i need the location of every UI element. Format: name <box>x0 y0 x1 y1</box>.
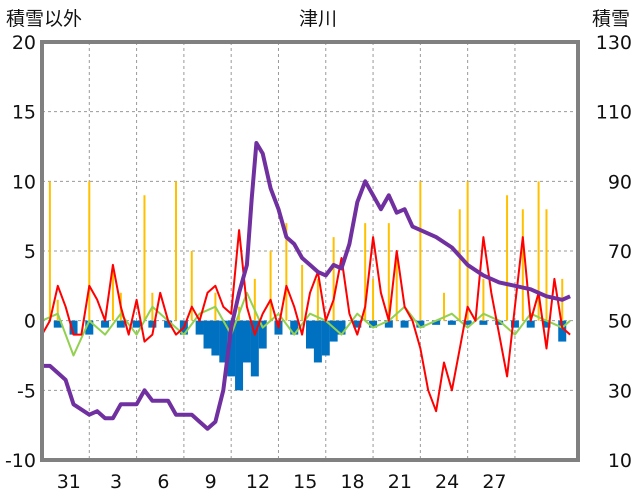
left-axis: 20 15 10 5 0 -5 -10 <box>5 32 36 472</box>
negative-bar <box>495 320 504 325</box>
negative-bar <box>219 320 228 363</box>
x-tick-label: 12 <box>246 471 270 493</box>
right-axis-label: 積雪 <box>592 8 630 30</box>
left-tick-label: -5 <box>17 380 36 402</box>
left-tick-label: 15 <box>12 102 36 124</box>
negative-bar <box>510 320 519 328</box>
right-tick-label: 90 <box>608 171 632 193</box>
left-tick-label: 5 <box>24 241 36 263</box>
right-tick-label: 130 <box>596 32 632 54</box>
negative-bar <box>542 320 551 328</box>
x-tick-label: 24 <box>435 471 459 493</box>
left-tick-label: 10 <box>12 171 36 193</box>
left-tick-label: -10 <box>5 450 36 472</box>
x-tick-label: 6 <box>157 471 169 493</box>
negative-bar <box>558 320 567 342</box>
negative-bar <box>227 320 236 377</box>
right-tick-label: 110 <box>596 102 632 124</box>
negative-bar <box>235 320 244 391</box>
left-axis-label: 積雪以外 <box>6 8 82 30</box>
negative-bar <box>258 320 267 349</box>
negative-bar <box>384 320 393 328</box>
negative-bar <box>164 320 173 328</box>
right-tick-label: 30 <box>608 380 632 402</box>
negative-bar <box>69 320 78 335</box>
negative-bar <box>148 320 157 328</box>
negative-bar <box>526 320 535 328</box>
snow-depth-line <box>42 141 571 431</box>
negative-bar <box>242 320 251 363</box>
x-axis: 31 3 6 9 12 15 18 21 24 27 <box>57 471 507 493</box>
right-tick-label: 10 <box>608 450 632 472</box>
x-tick-label: 21 <box>388 471 412 493</box>
chart-title: 津川 <box>299 8 337 30</box>
negative-bar <box>329 320 338 342</box>
x-tick-label: 31 <box>57 471 81 493</box>
negative-bar <box>416 320 425 328</box>
left-tick-label: 20 <box>12 32 36 54</box>
negative-bar <box>313 320 322 363</box>
x-tick-label: 27 <box>482 471 506 493</box>
plot-frame <box>40 40 580 462</box>
green-series-line <box>41 291 571 357</box>
negative-bar <box>353 320 362 328</box>
negative-bar <box>337 320 346 335</box>
negative-bar <box>85 320 94 335</box>
x-tick-label: 3 <box>110 471 122 493</box>
x-tick-label: 15 <box>293 471 317 493</box>
negative-bar <box>250 320 259 377</box>
negative-bar <box>463 320 472 325</box>
series-layer <box>41 141 571 431</box>
negative-bar <box>306 320 314 349</box>
negative-bar <box>203 320 212 349</box>
temperature-line <box>41 229 571 413</box>
right-tick-label: 50 <box>608 311 632 333</box>
negative-bar <box>53 320 62 328</box>
negative-bar <box>101 320 110 328</box>
negative-bar <box>290 320 299 335</box>
negative-bar <box>479 320 488 325</box>
negative-bar <box>195 320 204 335</box>
x-tick-label: 9 <box>205 471 217 493</box>
negative-bar <box>116 320 125 328</box>
negative-bar <box>211 320 220 356</box>
negative-bar <box>321 320 330 356</box>
left-tick-label: 0 <box>24 311 36 333</box>
right-axis: 130 110 90 70 50 30 10 <box>596 32 632 472</box>
x-tick-label: 18 <box>340 471 364 493</box>
negative-bar <box>432 320 441 325</box>
negative-bar <box>369 320 378 328</box>
negative-bar <box>400 320 409 328</box>
right-tick-label: 70 <box>608 241 632 263</box>
negative-bar <box>132 320 141 328</box>
negative-bar <box>447 320 456 325</box>
